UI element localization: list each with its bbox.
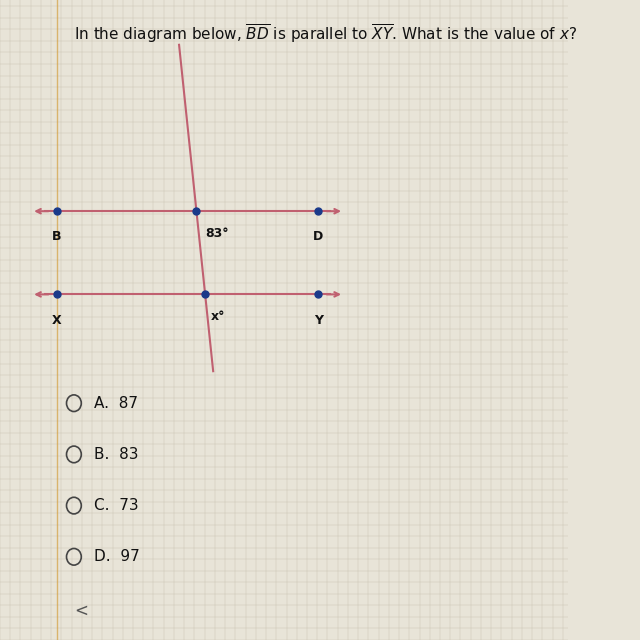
Text: 83°: 83° <box>205 227 228 240</box>
Text: In the diagram below, $\overline{BD}$ is parallel to $\overline{XY}$. What is th: In the diagram below, $\overline{BD}$ is… <box>74 22 577 45</box>
Text: <: < <box>74 602 88 620</box>
Text: A.  87: A. 87 <box>94 396 138 411</box>
Text: Y: Y <box>314 314 323 326</box>
Text: C.  73: C. 73 <box>94 498 138 513</box>
Text: D.  97: D. 97 <box>94 549 140 564</box>
Text: B.  83: B. 83 <box>94 447 138 462</box>
Text: B: B <box>52 230 61 243</box>
Text: x°: x° <box>211 310 225 323</box>
Text: X: X <box>52 314 61 326</box>
Text: D: D <box>313 230 323 243</box>
